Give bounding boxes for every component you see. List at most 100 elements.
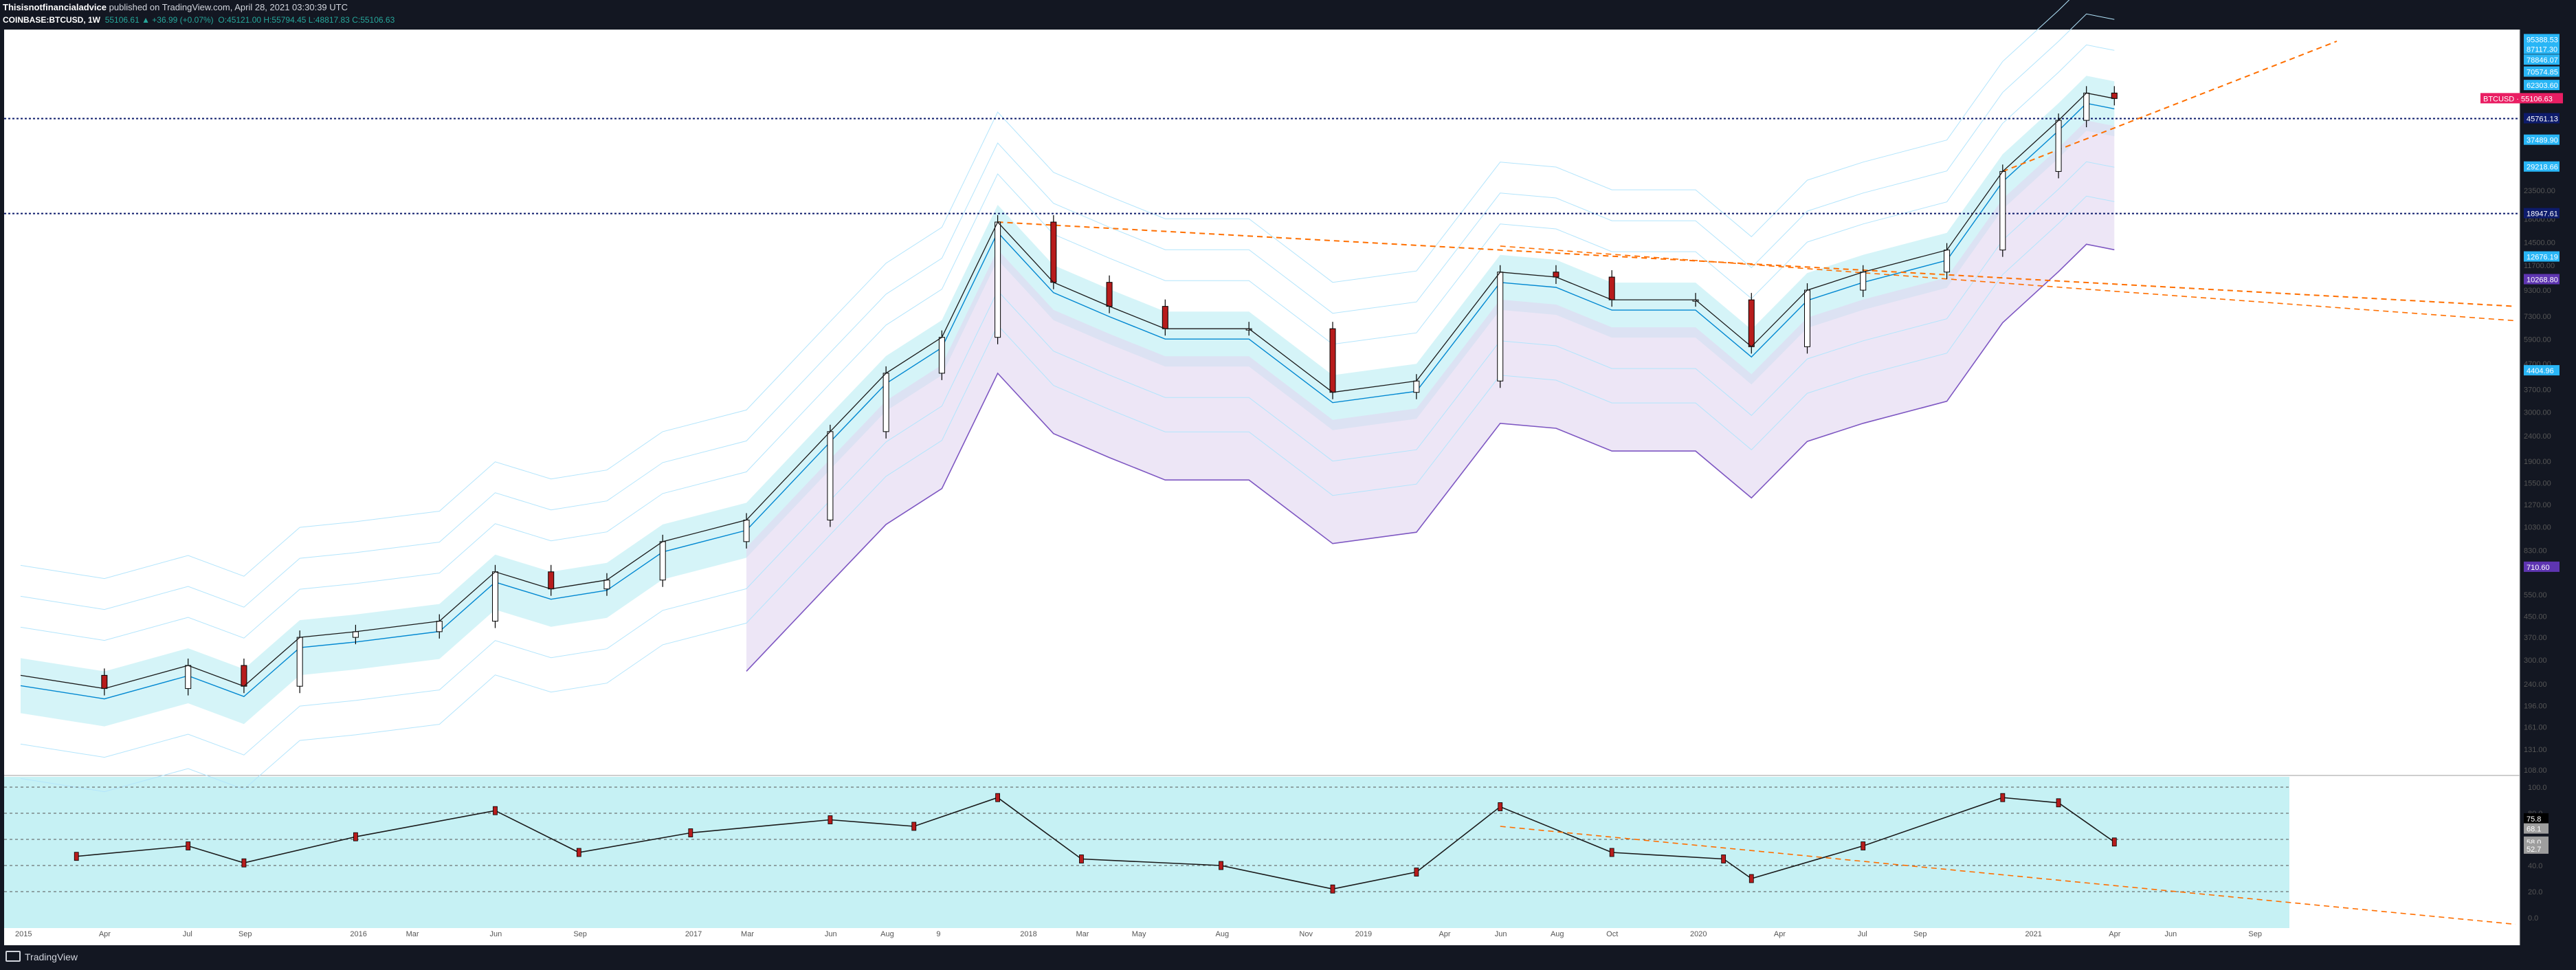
rsi-bar (1414, 868, 1419, 877)
time-tick-label: Aug (1216, 930, 1230, 938)
brand-label: TradingView (25, 951, 78, 962)
rsi-bar (74, 852, 79, 861)
price-tag-label: 87117.30 (2527, 46, 2557, 54)
price-tick-label: 830.00 (2524, 547, 2547, 555)
envelope-line-upper-1 (20, 13, 2115, 610)
candle-body (548, 571, 555, 590)
basis-line (20, 102, 2115, 700)
time-tick-label: Sep (1913, 930, 1927, 938)
time-tick-label: 2019 (1355, 930, 1372, 938)
candle-body (1050, 221, 1057, 283)
rsi-bar (1861, 841, 1866, 850)
candle-body (2055, 120, 2062, 172)
time-tick-label: Oct (1606, 930, 1618, 938)
symbol-line: COINBASE:BTCUSD, 1W 55106.61 ▲ +36.99 (+… (3, 15, 395, 25)
candle-body (1748, 299, 1755, 347)
price-tag-label: 37489.90 (2527, 137, 2558, 145)
rsi-bar (493, 806, 498, 815)
price-tick-label: 1030.00 (2524, 524, 2551, 532)
price-tag-box (2524, 54, 2560, 65)
rsi-trendline (1500, 826, 2516, 925)
purple-band-fill (746, 120, 2115, 672)
price-tick-label: 196.00 (2524, 703, 2547, 711)
price-tick-label: 108.00 (2524, 767, 2547, 775)
rsi-tag-box (2524, 843, 2549, 854)
price-line (20, 92, 2115, 690)
rsi-bar (1748, 874, 1754, 883)
rsi-tag-label: 75.8 (2527, 815, 2541, 824)
rsi-tag-box (2524, 813, 2549, 824)
time-tick-label: Apr (1774, 930, 1786, 938)
price-tick-label: 450.00 (2524, 613, 2547, 621)
price-tag-label: 45761.13 (2527, 115, 2558, 123)
price-tag-box (2524, 161, 2560, 172)
candle-body (1162, 306, 1168, 329)
price-tag-box (2524, 34, 2560, 45)
orange-trendline-3 (1500, 245, 2516, 322)
time-tick-label: Mar (741, 930, 754, 938)
rsi-tag-label: 52.7 (2527, 846, 2541, 854)
price-tag-label: 95388.53 (2527, 36, 2558, 44)
candle-body (603, 580, 610, 590)
price-tag-label: 78846.07 (2527, 56, 2558, 65)
candle-body (1608, 276, 1615, 300)
rsi-line (76, 797, 2115, 890)
price-tag-label: BTCUSD · 55106.63 (2483, 95, 2553, 103)
price-tag-box (2524, 208, 2560, 219)
price-tick-label: 1550.00 (2524, 480, 2551, 488)
last-change: 55106.61 ▲ +36.99 (+0.07%) (104, 15, 214, 25)
price-tag-box (2524, 134, 2560, 145)
price-tag-box (2480, 93, 2563, 104)
rsi-bar (995, 793, 1001, 802)
rsi-bar (828, 815, 833, 824)
candle-body (1106, 282, 1113, 307)
candle-body (1553, 272, 1559, 278)
price-tick-label: 14500.00 (2524, 239, 2555, 247)
price-tag-box (2524, 66, 2560, 77)
time-tick-label: Jul (1858, 930, 1867, 938)
time-tick-label: 2015 (15, 930, 32, 938)
price-tag-label: 12676.19 (2527, 254, 2558, 262)
footer-bar: TradingView (0, 945, 2576, 970)
time-tick-label: Apr (1439, 930, 1450, 938)
price-tick-label: 161.00 (2524, 723, 2547, 731)
candle-body (352, 631, 359, 638)
time-tick-label: 2020 (1690, 930, 1707, 938)
time-tick-label: Sep (573, 930, 587, 938)
candle-body (1999, 170, 2006, 251)
rsi-tick-label: 100.0 (2528, 784, 2547, 792)
time-tick-label: 9 (936, 930, 940, 938)
rsi-tag-box (2524, 823, 2549, 834)
rsi-bar (186, 841, 191, 850)
price-tag-box (2524, 365, 2560, 376)
time-tick-label: May (1132, 930, 1146, 938)
chart-header: Thisisnotfinancialadvice published on Tr… (0, 0, 2576, 27)
rsi-bar (1609, 848, 1614, 857)
price-tag-box (2524, 561, 2560, 572)
rsi-bar (1330, 884, 1335, 894)
candle-body (1329, 328, 1336, 393)
price-tick-label: 1270.00 (2524, 501, 2551, 509)
price-tag-label: 710.60 (2527, 564, 2550, 572)
ohlc-values: O:45121.00 H:55794.45 L:48817.83 C:55106… (218, 15, 395, 25)
price-tick-label: 370.00 (2524, 634, 2547, 642)
price-tick-label: 1900.00 (2524, 458, 2551, 466)
rsi-background (4, 777, 2289, 928)
time-tick-label: Sep (2248, 930, 2262, 938)
time-tick-label: Aug (1551, 930, 1564, 938)
envelope-line-lower-1 (20, 195, 2115, 793)
rsi-bar (2111, 837, 2117, 847)
time-tick-label: Sep (238, 930, 252, 938)
time-tick-label: 2021 (2025, 930, 2041, 938)
candle-body (241, 665, 247, 687)
price-tick-label: 240.00 (2524, 681, 2547, 689)
price-tick-label: 3700.00 (2524, 386, 2551, 394)
time-tick-label: Nov (1299, 930, 1313, 938)
rsi-tick-label: 40.0 (2528, 862, 2542, 870)
time-tick-label: Mar (406, 930, 419, 938)
candle-body (938, 337, 945, 374)
time-tick-label: Jun (2165, 930, 2177, 938)
envelope-line-upper-0 (20, 44, 2115, 641)
purple-band-line (746, 243, 2115, 672)
